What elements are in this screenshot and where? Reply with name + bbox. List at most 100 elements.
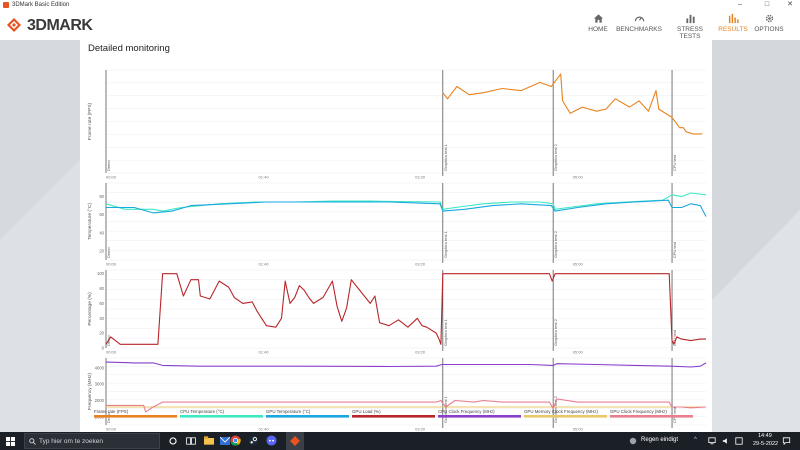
taskbar-3dmark-active[interactable] — [286, 432, 304, 450]
nav-options[interactable]: OPTIONS — [752, 10, 786, 40]
y-tick-label: 20 — [99, 248, 104, 253]
nav-stress-tests[interactable]: STRESS TESTS — [666, 10, 714, 40]
x-tick-label: 00:00 — [106, 175, 117, 180]
legend-label: CPU Clock Frequency (MHz) — [438, 409, 495, 414]
y-tick-label: 80 — [99, 194, 104, 199]
legend-swatch — [438, 415, 521, 418]
3dmark-logo-icon — [7, 18, 21, 32]
phase-label: Graphics test 1 — [443, 230, 448, 258]
app-header: 3DMARK HOME BENCHMARKS STRESS TESTS RESU… — [0, 10, 800, 40]
x-tick-label: 01:40 — [259, 262, 270, 267]
phase-label: Graphics test 2 — [553, 395, 558, 423]
3dmark-taskbar-icon — [290, 436, 300, 446]
y-tick-label: 3000 — [95, 382, 105, 387]
steam-icon[interactable] — [248, 435, 259, 446]
app-icon — [3, 2, 9, 8]
x-tick-label: 01:40 — [259, 427, 270, 432]
volume-icon[interactable] — [722, 437, 730, 445]
series-line — [105, 361, 707, 368]
x-tick-label: 00:00 — [106, 427, 117, 432]
maximize-button[interactable]: □ — [764, 1, 770, 8]
nav-options-label: OPTIONS — [754, 26, 784, 33]
windows-start-icon[interactable] — [6, 437, 15, 446]
series-line — [106, 199, 707, 217]
language-icon[interactable] — [735, 437, 743, 445]
nav-benchmarks[interactable]: BENCHMARKS — [615, 10, 663, 40]
y-tick-label: 0 — [102, 346, 105, 351]
legend-swatch — [610, 415, 693, 418]
nav-home[interactable]: HOME — [583, 10, 613, 40]
clock-time[interactable]: 14:49 — [758, 433, 772, 439]
logo: 3DMARK — [5, 15, 115, 35]
logo-text: 3DMARK — [27, 17, 93, 34]
y-tick-label: 60 — [99, 212, 104, 217]
x-tick-label: 05:00 — [573, 262, 584, 267]
legend-label: GPU Temperature (°C) — [266, 409, 311, 414]
legend-swatch — [524, 415, 607, 418]
series-line — [442, 73, 703, 135]
y-tick-label: 40 — [99, 316, 104, 321]
x-tick-label: 05:00 — [573, 175, 584, 180]
network-icon[interactable] — [708, 437, 716, 445]
tray-chevron-icon[interactable]: ^ — [694, 437, 697, 443]
y-axis-label: Frequency (MHz) — [87, 373, 93, 410]
close-button[interactable]: ✕ — [787, 1, 793, 8]
discord-icon[interactable] — [266, 435, 277, 446]
minimize-button[interactable]: – — [738, 1, 742, 8]
cortana-icon[interactable] — [169, 437, 177, 445]
chrome-icon[interactable] — [230, 435, 241, 446]
legend-label: GPU Memory Clock Frequency (MHz) — [524, 409, 598, 414]
legend-swatch — [266, 415, 349, 418]
legend-swatch — [352, 415, 435, 418]
x-tick-label: 05:00 — [573, 427, 584, 432]
phase-label: Graphics test 1 — [443, 143, 448, 171]
results-bars-icon — [728, 13, 739, 24]
weather-icon[interactable] — [628, 436, 638, 446]
taskbar-search[interactable]: Typ hier om te zoeken — [24, 433, 160, 449]
x-tick-label: 03:20 — [415, 175, 426, 180]
results-panel: Detailed monitoring Frame rate (FPS) Demo… — [80, 40, 712, 432]
mail-icon[interactable] — [220, 436, 230, 446]
phase-label: Demo — [106, 160, 111, 171]
x-tick-label: 01:40 — [259, 350, 270, 355]
bar-chart-icon — [685, 14, 695, 24]
legend-label: Frame rate (FPS) — [94, 409, 129, 414]
background-pattern — [0, 40, 800, 432]
y-tick-label: 80 — [99, 286, 104, 291]
monitoring-charts: Frame rate (FPS) Demo Graphics test 1 Graph… — [87, 69, 707, 432]
nav-results-label: RESULTS — [718, 26, 748, 33]
phase-label: Demo — [106, 247, 111, 258]
phase-label: CPU test — [672, 241, 677, 258]
nav-stress-tests-label: STRESS TESTS — [676, 26, 703, 40]
search-placeholder: Typ hier om te zoeken — [39, 438, 103, 445]
x-tick-label: 03:20 — [415, 427, 426, 432]
weather-label[interactable]: Regen eindigt — [641, 437, 679, 443]
phase-label: Graphics test 1 — [443, 395, 448, 423]
phase-label: Graphics test 1 — [443, 318, 448, 346]
y-axis-label: Frame rate (FPS) — [87, 102, 93, 140]
x-tick-label: 00:00 — [106, 262, 117, 267]
phase-label: Graphics test 2 — [553, 318, 558, 346]
nav-results[interactable]: RESULTS — [716, 10, 750, 40]
legend-swatch — [94, 415, 177, 418]
x-tick-label: 05:00 — [573, 350, 584, 355]
panel-title: Detailed monitoring — [88, 43, 170, 54]
notifications-icon[interactable] — [782, 437, 791, 445]
y-tick-label: 4000 — [95, 365, 105, 370]
y-tick-label: 20 — [99, 331, 104, 336]
y-tick-label: 2000 — [95, 398, 105, 403]
x-tick-label: 03:20 — [415, 350, 426, 355]
x-tick-label: 01:40 — [259, 175, 270, 180]
y-tick-label: 40 — [99, 230, 104, 235]
y-axis-label: Temperature (°C) — [87, 203, 93, 240]
task-view-icon[interactable] — [186, 437, 196, 445]
nav-benchmarks-label: BENCHMARKS — [616, 26, 662, 33]
y-axis-label: Percentage (%) — [87, 292, 93, 326]
legend-label: CPU Temperature (°C) — [180, 409, 225, 414]
taskbar: Typ hier om te zoeken Regen eindigt ^ 14… — [0, 432, 800, 450]
phase-label: Graphics test 2 — [553, 143, 558, 171]
title-bar: 3DMark Basic Edition – □ ✕ — [0, 0, 800, 10]
file-explorer-icon[interactable] — [204, 436, 214, 445]
clock-date[interactable]: 29-5-2022 — [753, 441, 779, 447]
phase-label: CPU test — [672, 329, 677, 346]
